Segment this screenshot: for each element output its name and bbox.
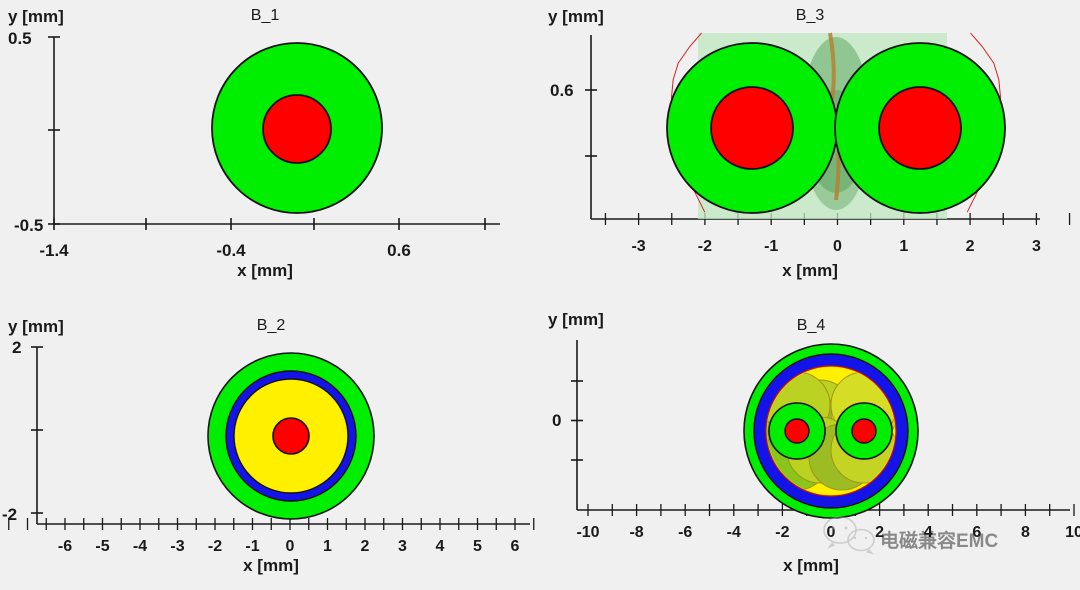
svg-text:-1: -1 [245, 538, 259, 555]
svg-text:6: 6 [511, 538, 520, 555]
svg-text:10: 10 [1065, 524, 1080, 541]
svg-text:-2: -2 [698, 238, 712, 255]
svg-text:8: 8 [1021, 524, 1030, 541]
svg-text:2: 2 [966, 238, 975, 255]
svg-text:B_2: B_2 [257, 317, 286, 334]
svg-text:-2: -2 [208, 538, 222, 555]
svg-text:-3: -3 [631, 238, 645, 255]
svg-text:-6: -6 [678, 524, 692, 541]
svg-text:2: 2 [361, 538, 370, 555]
svg-text:y [mm]: y [mm] [548, 310, 604, 329]
svg-text:0.6: 0.6 [387, 241, 411, 260]
svg-text:y [mm]: y [mm] [8, 317, 64, 336]
svg-text:x [mm]: x [mm] [237, 261, 293, 280]
svg-text:0.5: 0.5 [8, 29, 32, 48]
svg-text:-2: -2 [775, 524, 789, 541]
svg-text:-6: -6 [58, 538, 72, 555]
svg-text:4: 4 [436, 538, 445, 555]
svg-text:3: 3 [1032, 238, 1041, 255]
svg-text:-10: -10 [576, 524, 599, 541]
svg-text:x [mm]: x [mm] [783, 556, 839, 575]
svg-text:0: 0 [552, 411, 561, 430]
svg-text:-1: -1 [764, 238, 778, 255]
svg-text:-5: -5 [95, 538, 109, 555]
svg-text:y [mm]: y [mm] [8, 7, 64, 26]
svg-text:0: 0 [833, 238, 842, 255]
svg-text:B_3: B_3 [796, 7, 825, 24]
svg-text:x [mm]: x [mm] [243, 556, 299, 575]
svg-text:-0.5: -0.5 [14, 216, 43, 235]
svg-text:B_4: B_4 [797, 317, 826, 334]
svg-text:1: 1 [899, 238, 908, 255]
svg-text:0: 0 [286, 538, 295, 555]
svg-text:-0.4: -0.4 [216, 241, 246, 260]
svg-text:-3: -3 [170, 538, 184, 555]
svg-text:-2: -2 [2, 505, 17, 524]
svg-text:-4: -4 [727, 524, 741, 541]
svg-text:x [mm]: x [mm] [782, 261, 838, 280]
svg-text:-1.4: -1.4 [39, 241, 69, 260]
svg-text:电磁兼容EMC: 电磁兼容EMC [880, 529, 999, 552]
svg-text:3: 3 [398, 538, 407, 555]
svg-text:1: 1 [323, 538, 332, 555]
svg-text:-8: -8 [629, 524, 643, 541]
svg-text:5: 5 [473, 538, 482, 555]
svg-text:-4: -4 [133, 538, 147, 555]
svg-text:0.6: 0.6 [550, 81, 574, 100]
svg-text:B_1: B_1 [251, 7, 280, 24]
svg-text:y [mm]: y [mm] [548, 7, 604, 26]
svg-text:2: 2 [12, 338, 21, 357]
